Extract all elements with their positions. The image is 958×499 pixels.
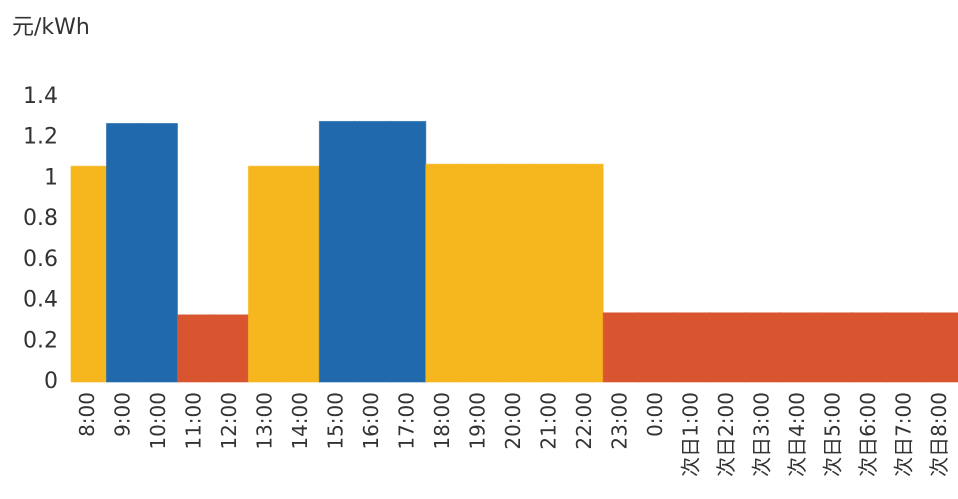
x-tick-label: 14:00 [288,392,312,450]
x-tick-label: 次日5:00 [820,392,844,477]
x-tick-label: 13:00 [253,392,277,450]
x-tick-label: 23:00 [607,392,631,450]
y-tick-label: 0.8 [23,206,58,231]
x-tick-label: 次日4:00 [785,392,809,477]
x-tick-label: 0:00 [643,392,667,437]
x-tick-label: 16:00 [359,392,383,450]
bar [176,314,214,383]
bar [709,312,746,383]
y-tick-label: 0.2 [23,328,58,353]
x-tick-label: 11:00 [182,392,206,450]
x-tick-label: 15:00 [324,392,348,450]
bar [354,120,391,383]
x-tick-label: 22:00 [572,392,596,450]
bar [531,163,569,383]
bar [815,312,853,383]
bar [283,165,320,383]
bar [496,163,533,383]
x-tick-label: 次日7:00 [891,392,915,477]
y-tick-label: 0.4 [23,288,58,313]
y-tick-label: 0 [44,369,58,394]
bar [638,312,675,383]
y-tick-label: 1 [44,165,58,190]
bar [744,312,782,383]
x-tick-label: 次日8:00 [927,392,951,477]
bar [460,163,498,383]
x-tick-label: 19:00 [466,392,490,450]
y-tick-label: 1.2 [23,125,58,150]
bar [70,165,107,383]
bar [212,314,249,383]
bar [602,312,640,383]
x-tick-label: 12:00 [217,392,241,450]
bar [247,165,285,383]
bar [141,122,178,383]
bar [922,312,958,383]
y-axis-label: 元/kWh [12,15,90,40]
x-tick-label: 20:00 [501,392,525,450]
bar [318,120,356,383]
x-tick-label: 8:00 [75,392,99,437]
x-tick-label: 9:00 [111,392,135,437]
bar [389,120,427,383]
bar [673,312,711,383]
y-tick-label: 0.6 [23,247,58,272]
x-tick-label: 18:00 [430,392,454,450]
bar [425,163,462,383]
bar [851,312,888,383]
y-tick-label: 1.4 [23,84,58,109]
x-tick-label: 次日2:00 [714,392,738,477]
bar [105,122,143,383]
x-tick-label: 次日3:00 [749,392,773,477]
x-tick-label: 10:00 [146,392,170,450]
x-tick-label: 次日6:00 [856,392,880,477]
x-tick-label: 21:00 [536,392,560,450]
x-tick-label: 17:00 [395,392,419,450]
bar [780,312,817,383]
bar [886,312,924,383]
bar [567,163,604,383]
x-tick-label: 次日1:00 [678,392,702,477]
